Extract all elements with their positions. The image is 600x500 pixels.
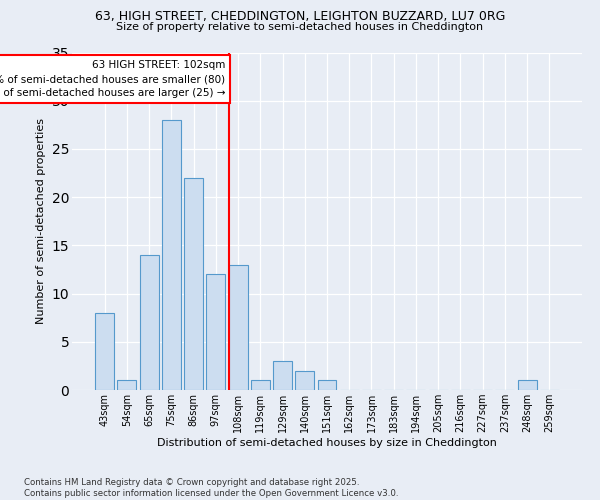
Bar — [206, 274, 225, 390]
Bar — [184, 178, 203, 390]
Bar — [251, 380, 270, 390]
Bar — [295, 370, 314, 390]
Text: Contains HM Land Registry data © Crown copyright and database right 2025.
Contai: Contains HM Land Registry data © Crown c… — [24, 478, 398, 498]
Y-axis label: Number of semi-detached properties: Number of semi-detached properties — [36, 118, 46, 324]
Bar — [162, 120, 181, 390]
Bar — [118, 380, 136, 390]
Bar — [317, 380, 337, 390]
Bar — [273, 361, 292, 390]
Text: Size of property relative to semi-detached houses in Cheddington: Size of property relative to semi-detach… — [116, 22, 484, 32]
Text: 63, HIGH STREET, CHEDDINGTON, LEIGHTON BUZZARD, LU7 0RG: 63, HIGH STREET, CHEDDINGTON, LEIGHTON B… — [95, 10, 505, 23]
Bar — [229, 264, 248, 390]
Text: 63 HIGH STREET: 102sqm
← 75% of semi-detached houses are smaller (80)
24% of sem: 63 HIGH STREET: 102sqm ← 75% of semi-det… — [0, 60, 225, 98]
Bar — [95, 313, 114, 390]
Bar — [140, 255, 158, 390]
X-axis label: Distribution of semi-detached houses by size in Cheddington: Distribution of semi-detached houses by … — [157, 438, 497, 448]
Bar — [518, 380, 536, 390]
